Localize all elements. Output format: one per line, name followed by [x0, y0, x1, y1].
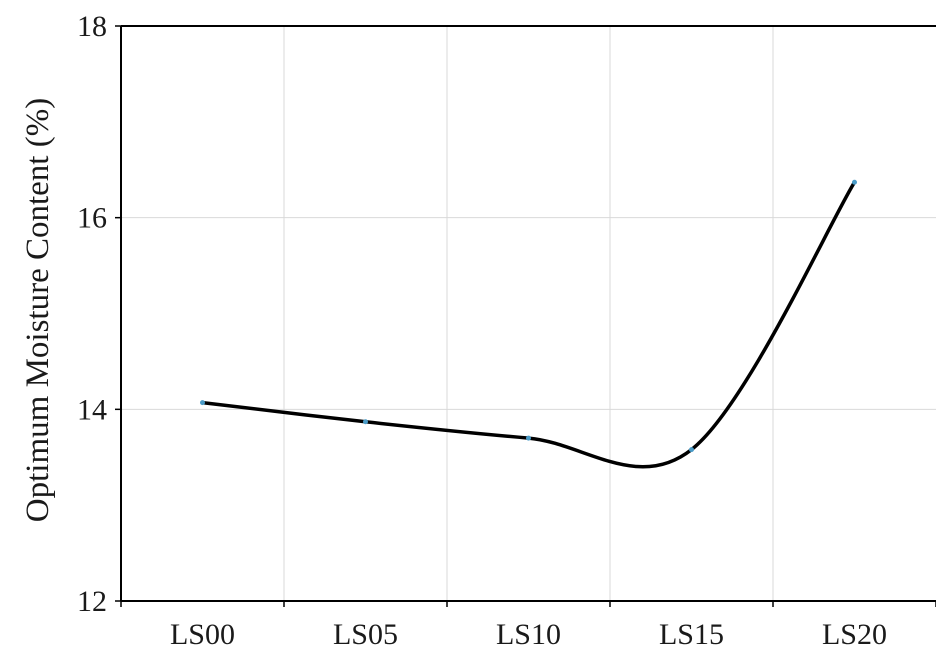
grid-lines — [121, 25, 936, 601]
y-tick-label: 12 — [77, 585, 107, 618]
x-axis-ticks: LS00 LS05 LS10 LS15 LS20 — [120, 601, 936, 651]
series-line — [202, 181, 856, 469]
data-point — [526, 435, 531, 441]
data-point — [200, 400, 205, 406]
y-tick-label: 14 — [77, 393, 107, 426]
x-tick-label: LS05 — [333, 618, 398, 651]
y-tick-label: 16 — [77, 202, 107, 235]
x-tick-label: LS00 — [170, 618, 235, 651]
x-tick-label: LS20 — [822, 618, 887, 651]
y-tick-label: 18 — [77, 10, 107, 43]
x-tick-label: LS10 — [496, 618, 561, 651]
data-point — [363, 419, 368, 425]
data-point — [689, 447, 694, 453]
y-axis-title: Optimum Moisture Content (%) — [20, 98, 56, 522]
series-layer — [200, 179, 857, 469]
data-point — [852, 179, 857, 185]
y-axis-ticks: 12 14 16 18 — [77, 10, 121, 618]
x-tick-label: LS15 — [659, 618, 724, 651]
plot-frame — [120, 25, 936, 602]
